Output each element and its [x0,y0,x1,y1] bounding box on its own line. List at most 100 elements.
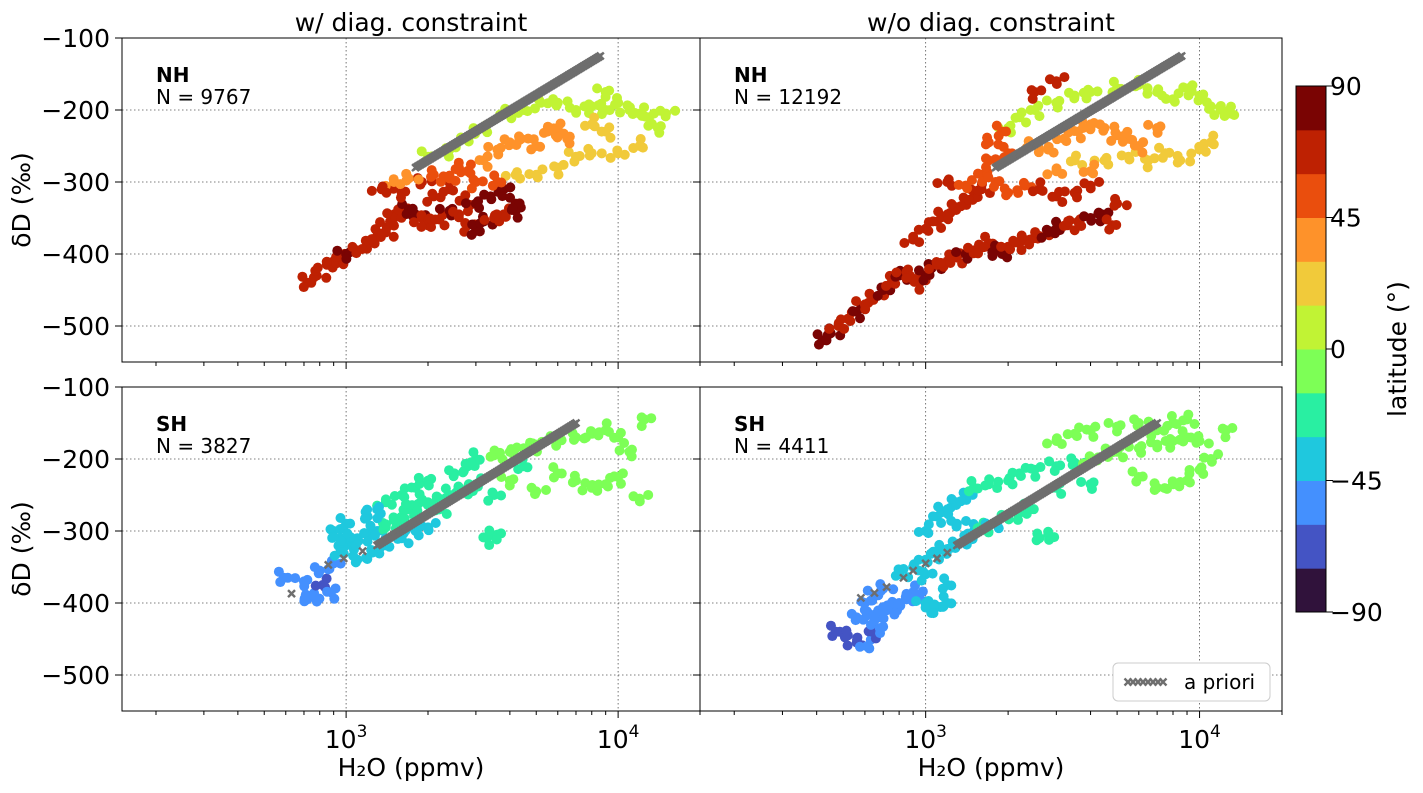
data-point [635,134,646,145]
data-point [938,591,949,602]
x-tick-label: 103 [904,722,947,754]
data-point [609,471,620,482]
data-point [1070,150,1081,161]
data-point [1217,423,1228,434]
data-point [537,164,548,175]
data-point [522,106,533,117]
data-point [1178,82,1189,93]
data-point [594,427,605,438]
data-point [881,280,892,291]
data-point [1015,470,1026,481]
data-point [298,282,309,293]
data-point [835,314,846,325]
data-point [1086,483,1097,494]
data-point [913,224,924,235]
data-point [474,454,485,465]
data-point [841,625,852,636]
data-point [513,464,524,475]
data-point [670,105,681,116]
data-point [1131,476,1142,487]
data-point [414,489,425,500]
data-point [535,141,546,152]
data-point [426,222,437,233]
data-point [602,481,613,492]
data-point [875,628,886,639]
data-point [357,244,368,255]
hemisphere-label: SH [734,412,765,436]
data-point [427,188,438,199]
data-point [1048,147,1059,158]
data-point [1201,97,1212,108]
data-point [468,174,479,185]
data-point [511,442,522,453]
data-point [548,472,559,483]
data-point [1178,436,1189,447]
data-point [1012,185,1023,196]
data-point [444,465,455,476]
data-point [1079,211,1090,222]
data-point [643,120,654,131]
data-point [1035,462,1046,473]
data-point [1052,102,1063,113]
legend-box [1112,662,1271,702]
data-point [946,580,957,591]
data-point [512,212,523,223]
data-point [1159,483,1170,494]
data-point [920,602,931,613]
data-point [842,640,853,651]
data-point [918,275,929,286]
data-point [619,438,630,449]
data-point [639,102,650,113]
data-point [1162,420,1173,431]
data-point [845,316,856,327]
a-priori-marker [882,582,891,592]
data-point [914,265,925,276]
data-point [497,191,508,202]
data-point [1154,142,1165,153]
data-point [628,491,639,502]
data-point [589,112,600,123]
data-point [1186,86,1197,97]
data-point [937,583,948,594]
data-point [1010,237,1021,248]
data-point [555,118,566,129]
hemisphere-label: NH [156,63,189,87]
data-point [585,426,596,437]
data-point [933,501,944,512]
data-point [441,509,452,520]
x-axis-label: H₂O (ppmv) [338,753,485,782]
data-point [1189,419,1200,430]
data-point [563,146,574,157]
data-point [918,566,929,577]
hemisphere-label: NH [734,63,767,87]
data-point [619,149,630,160]
data-point [430,214,441,225]
data-point [987,251,998,262]
data-point [643,489,654,500]
data-point [1045,226,1056,237]
data-point [1059,72,1070,83]
data-point [899,238,910,249]
data-point [366,234,377,245]
data-point [1051,216,1062,227]
colorbar-segment [1296,349,1326,394]
data-point [360,552,371,563]
data-point [375,217,386,228]
data-point [1061,136,1072,147]
data-point [901,588,912,599]
data-point [1062,429,1073,440]
data-point [1198,468,1209,479]
a-priori-marker [287,589,296,598]
data-point [290,573,301,584]
data-point [936,517,947,528]
data-point [869,615,880,626]
data-point [466,229,477,240]
panel-title: w/ diag. constraint [295,8,528,37]
axes-frame [699,37,1283,363]
data-point [273,566,284,577]
data-point [1112,426,1123,437]
data-point [1033,100,1044,111]
data-point [1056,488,1067,499]
data-point [973,248,984,259]
